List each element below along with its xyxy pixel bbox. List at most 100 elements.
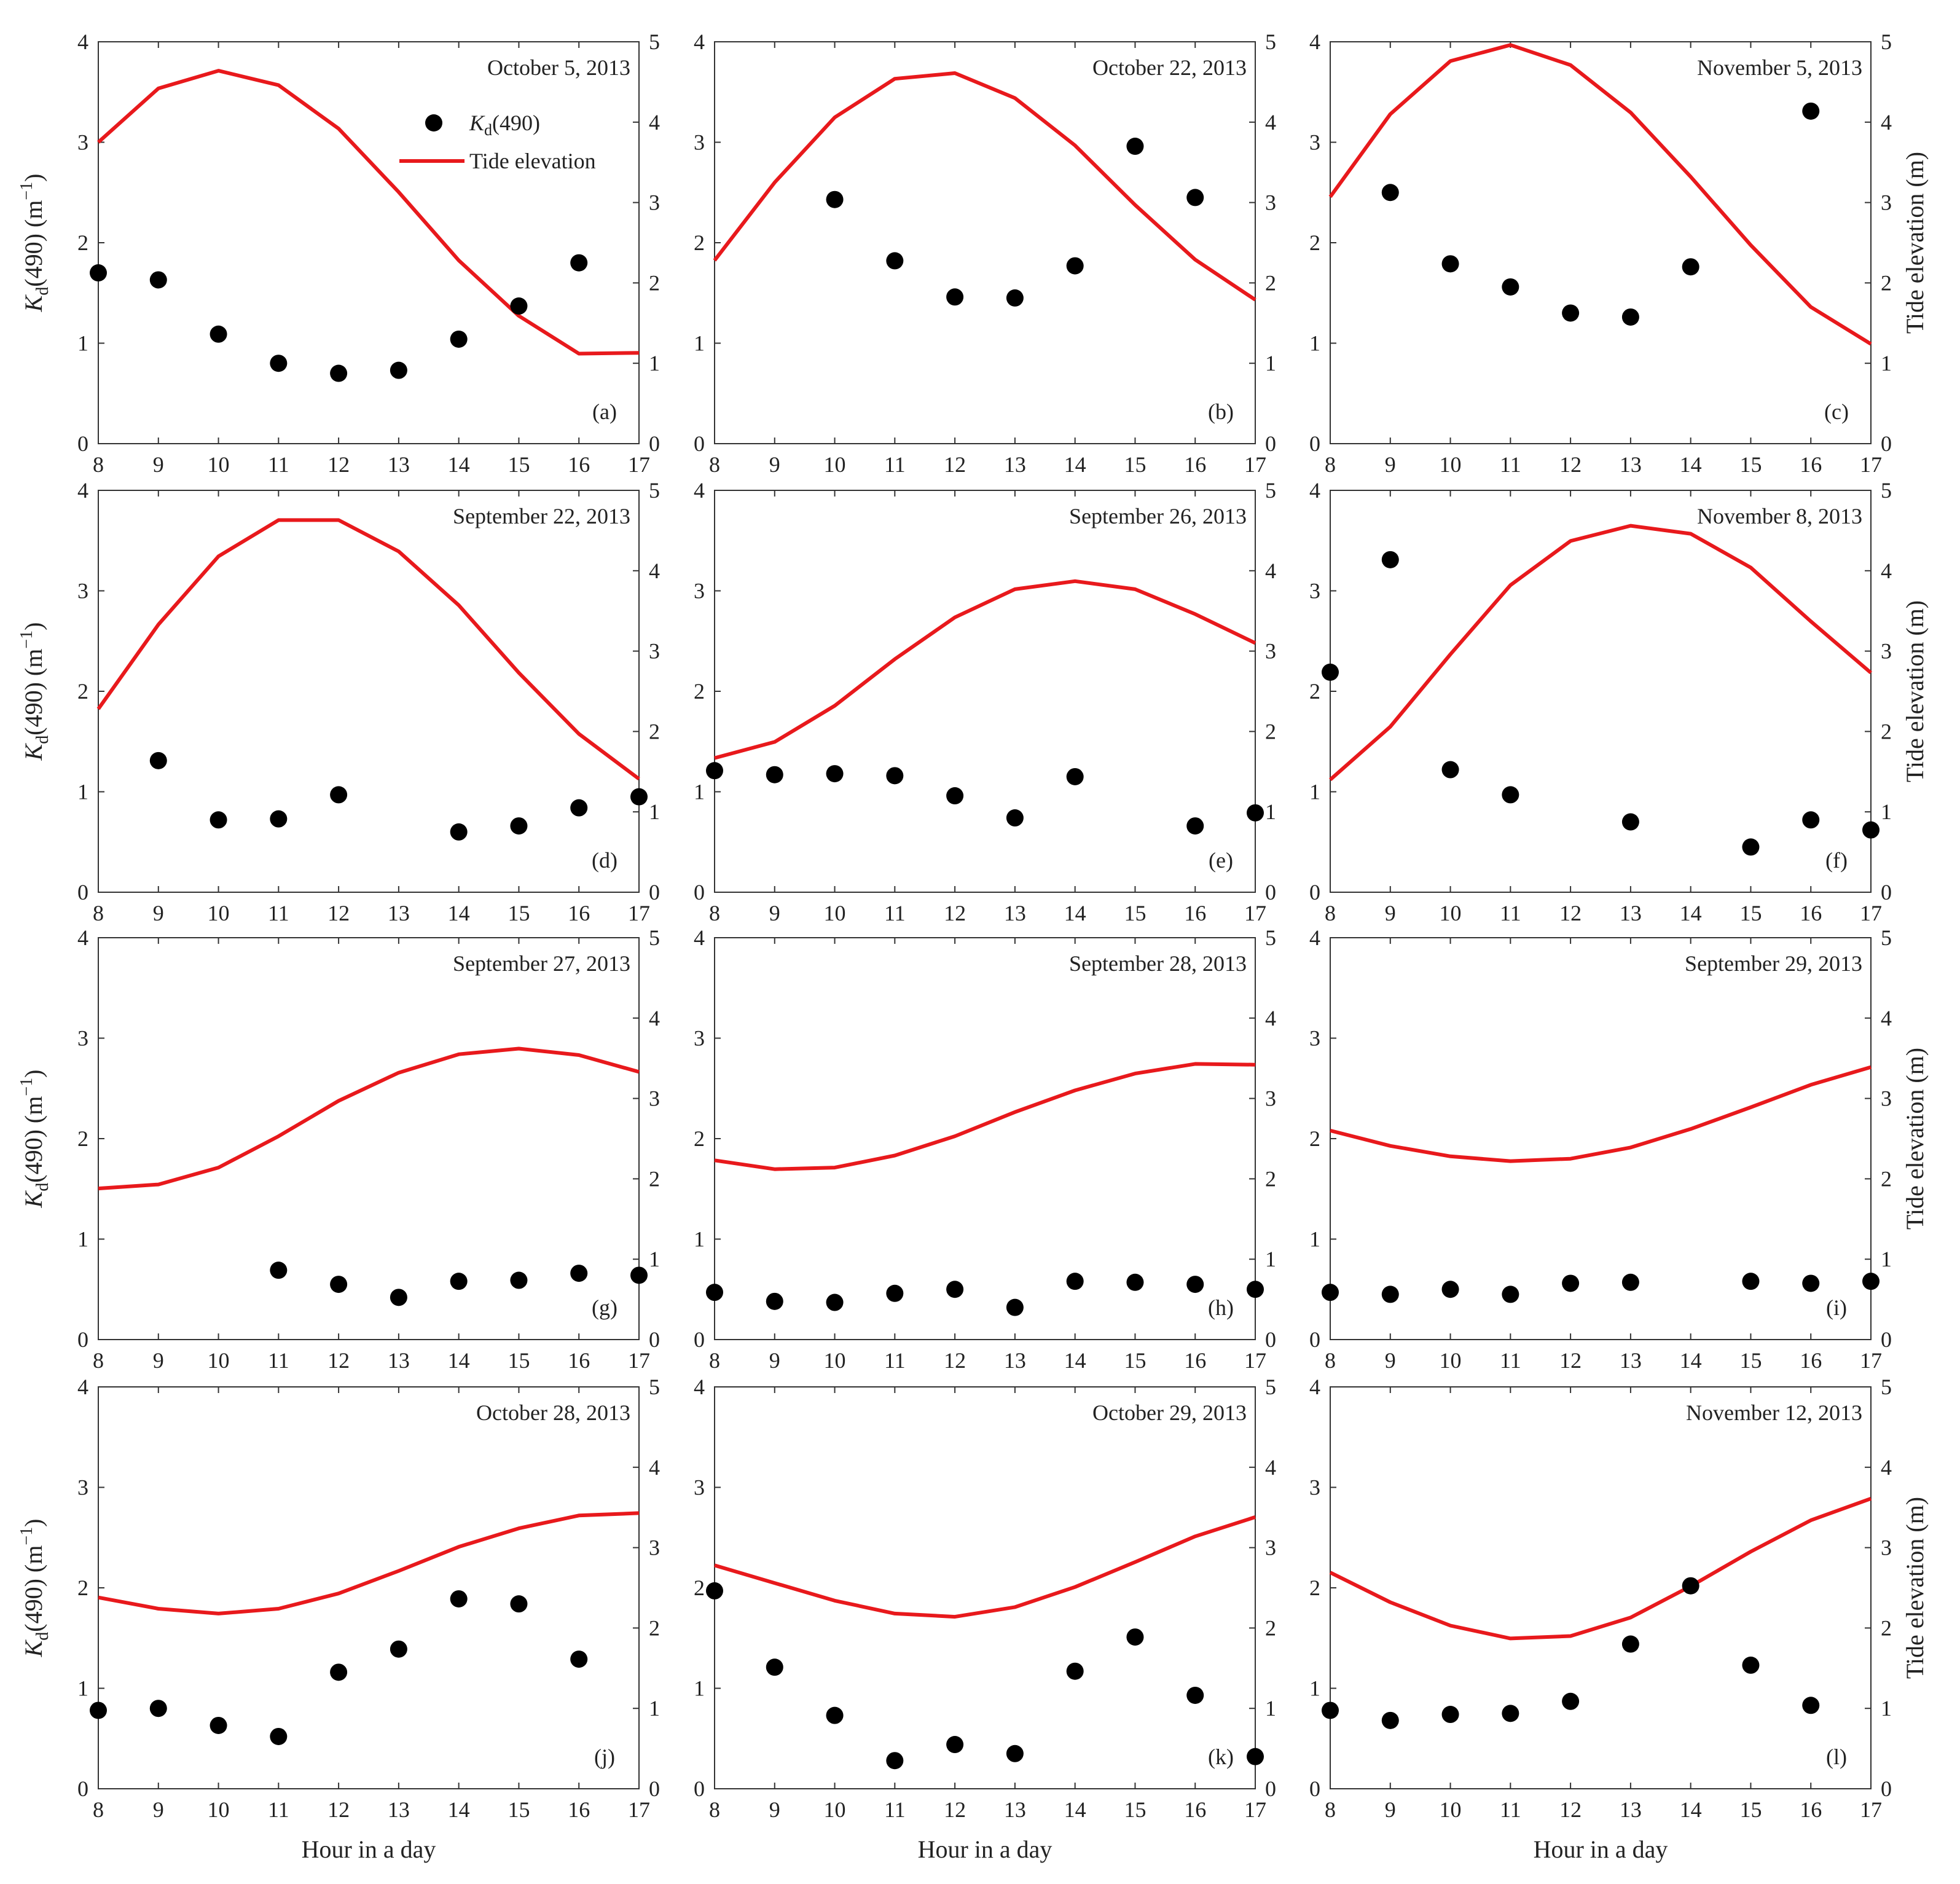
panel-letter: (j): [594, 1745, 615, 1769]
y-right-tick-label: 1: [649, 1247, 660, 1271]
kd-point: [1802, 102, 1820, 120]
y-right-tick-label: 4: [649, 559, 660, 583]
tide-elevation-line: [96, 518, 640, 781]
y-right-tick-label: 1: [1265, 799, 1276, 824]
y-right-tick-label: 2: [1881, 719, 1892, 744]
y-right-tick-label: 1: [1881, 1696, 1892, 1721]
x-tick-label: 9: [153, 1348, 164, 1373]
x-tick-label: 14: [448, 452, 470, 477]
y-right-tick-label: 3: [1881, 1536, 1892, 1560]
y-left-tick-label: 0: [77, 1776, 88, 1801]
kd-point: [1247, 1748, 1264, 1765]
kd-point: [1502, 278, 1519, 296]
y-left-tick-label: 1: [694, 780, 705, 804]
panel-letter: (b): [1208, 399, 1234, 424]
x-axis-title: Hour in a day: [1534, 1835, 1668, 1863]
ylabel-sup: −1: [17, 1527, 36, 1545]
x-tick-label: 15: [1739, 452, 1762, 477]
y-right-tick-label: 1: [1265, 351, 1276, 375]
y-right-tick-label: 3: [1881, 639, 1892, 664]
kd-point: [1186, 1276, 1204, 1293]
y-left-tick-label: 4: [1309, 478, 1320, 503]
x-tick-label: 14: [1680, 901, 1702, 925]
x-tick-label: 15: [1124, 1348, 1146, 1373]
x-tick-label: 13: [388, 1797, 410, 1822]
kd-point: [450, 330, 468, 348]
x-tick-label: 11: [1500, 1348, 1521, 1373]
y-left-tick-label: 1: [694, 331, 705, 356]
y-right-tick-label: 5: [1265, 478, 1276, 503]
kd-point: [946, 1281, 964, 1298]
y-right-tick-label: 5: [649, 1375, 660, 1399]
x-tick-label: 16: [1800, 1797, 1822, 1822]
x-tick-label: 15: [1124, 1797, 1146, 1822]
x-tick-label: 9: [153, 452, 164, 477]
kd-point: [1247, 1281, 1264, 1298]
y-left-tick-label: 1: [1309, 1676, 1320, 1701]
kd-point: [826, 765, 844, 783]
x-tick-label: 11: [268, 901, 289, 925]
ylabel-close: ): [20, 174, 47, 182]
kd-point: [149, 752, 167, 769]
y-left-tick-label: 3: [77, 130, 88, 155]
kd-point: [1322, 1701, 1339, 1719]
x-tick-label: 13: [1620, 1348, 1642, 1373]
y-right-tick-label: 2: [649, 1166, 660, 1191]
x-tick-label: 11: [884, 1348, 906, 1373]
x-tick-label: 13: [1004, 452, 1026, 477]
kd-point: [886, 252, 904, 270]
panel-date: October 5, 2013: [487, 55, 630, 80]
legend-kd-rest: (490): [492, 111, 540, 135]
x-tick-label: 14: [448, 1348, 470, 1373]
kd-point: [1502, 1285, 1519, 1303]
kd-point: [1441, 255, 1459, 273]
x-tick-label: 16: [1184, 1348, 1206, 1373]
plot-frame: [714, 937, 1256, 1340]
y-left-tick-label: 2: [694, 679, 705, 704]
x-tick-label: 10: [208, 1797, 230, 1822]
y-right-tick-label: 2: [1881, 270, 1892, 295]
x-tick-label: 12: [944, 1797, 966, 1822]
x-tick-label: 9: [153, 1797, 164, 1822]
y-right-tick-label: 2: [1881, 1166, 1892, 1191]
y-right-tick-label: 4: [1265, 1006, 1276, 1030]
panel-letter: (i): [1826, 1295, 1847, 1320]
x-tick-label: 12: [1559, 901, 1582, 925]
x-tick-label: 13: [1620, 452, 1642, 477]
x-tick-label: 17: [1860, 901, 1882, 925]
kd-point: [1126, 1273, 1144, 1291]
ylabel-rest: (490) (m: [20, 1096, 47, 1183]
y-right-tick-label: 5: [1881, 925, 1892, 950]
y-left-tick-label: 1: [1309, 1227, 1320, 1252]
x-tick-label: 9: [1385, 452, 1396, 477]
y-left-axis-title: Kd(490) (m−1): [17, 622, 52, 761]
ylabel-sub: d: [33, 736, 52, 744]
x-tick-label: 12: [944, 901, 966, 925]
panel-date: September 28, 2013: [1069, 951, 1247, 976]
kd-point: [330, 786, 348, 804]
ylabel-main: K: [20, 742, 47, 761]
x-tick-label: 11: [1500, 901, 1521, 925]
plot-frame: [98, 490, 640, 893]
y-left-tick-label: 4: [1309, 1375, 1320, 1399]
kd-point: [390, 1640, 407, 1658]
y-left-axis-title: Kd(490) (m−1): [17, 1070, 52, 1209]
x-tick-label: 9: [769, 1348, 780, 1373]
y-right-tick-label: 5: [1265, 925, 1276, 950]
panel-letter: (h): [1208, 1295, 1234, 1320]
x-tick-label: 14: [1680, 1797, 1702, 1822]
x-tick-label: 17: [1860, 452, 1882, 477]
x-tick-label: 9: [1385, 1348, 1396, 1373]
y-right-tick-label: 3: [1265, 1086, 1276, 1111]
panel-letter: (f): [1825, 848, 1848, 873]
y-right-tick-label: 0: [1265, 431, 1276, 456]
y-right-tick-label: 1: [649, 351, 660, 375]
y-right-tick-label: 4: [1881, 1455, 1892, 1480]
plot-frame: [1330, 1386, 1872, 1789]
y-left-tick-label: 4: [77, 478, 88, 503]
kd-point: [766, 766, 783, 783]
x-tick-label: 9: [1385, 901, 1396, 925]
